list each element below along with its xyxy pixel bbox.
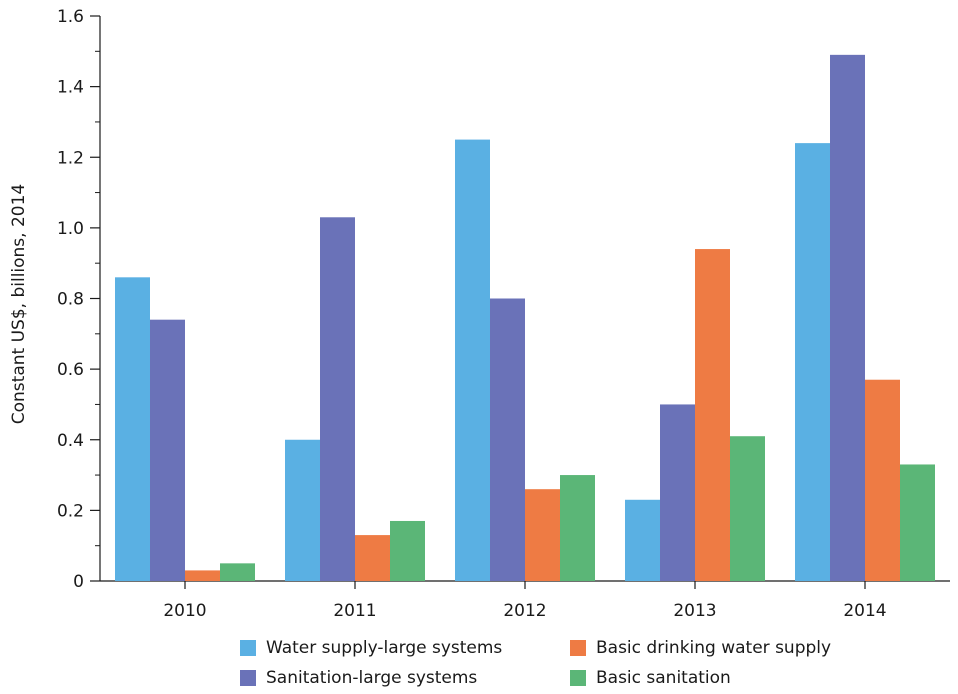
bar-water-supply-large-systems-2014 bbox=[795, 143, 830, 581]
y-axis: 0 0.2 0.4 0.6 0.8 1.0 1.2 1.4 1.6 bbox=[57, 7, 101, 592]
bar-basic-drinking-water-supply-2013 bbox=[695, 249, 730, 581]
y-tick-label: 0.8 bbox=[57, 290, 84, 310]
y-tick-label: 1.2 bbox=[57, 148, 84, 168]
legend-label: Basic drinking water supply bbox=[596, 638, 832, 658]
legend-item-basic-sanitation: Basic sanitation bbox=[570, 668, 860, 688]
bar-sanitation-large-systems-2010 bbox=[150, 319, 185, 581]
bar-basic-sanitation-2010 bbox=[220, 563, 255, 581]
x-axis: 2010 2011 2012 2013 2014 bbox=[100, 580, 950, 621]
y-tick-label: 0 bbox=[73, 572, 84, 592]
legend-item-water-supply-large: Water supply-large systems bbox=[240, 638, 570, 658]
legend-swatch bbox=[570, 670, 586, 686]
y-tick-label: 0.6 bbox=[57, 360, 84, 380]
bar-basic-drinking-water-supply-2014 bbox=[865, 379, 900, 581]
legend-item-sanitation-large: Sanitation-large systems bbox=[240, 668, 570, 688]
legend-label: Water supply-large systems bbox=[266, 638, 503, 658]
legend-swatch bbox=[240, 640, 256, 656]
bar-sanitation-large-systems-2013 bbox=[660, 404, 695, 581]
y-tick-label: 1.0 bbox=[57, 219, 84, 239]
legend-item-basic-drinking-water: Basic drinking water supply bbox=[570, 638, 860, 658]
bars bbox=[115, 54, 935, 581]
y-tick-label: 1.4 bbox=[57, 78, 84, 98]
bar-water-supply-large-systems-2012 bbox=[455, 139, 490, 581]
bar-basic-drinking-water-supply-2011 bbox=[355, 535, 390, 581]
x-tick-label: 2012 bbox=[503, 601, 546, 621]
bar-basic-sanitation-2014 bbox=[900, 464, 935, 581]
legend: Water supply-large systems Basic drinkin… bbox=[240, 638, 860, 688]
bar-water-supply-large-systems-2011 bbox=[285, 439, 320, 581]
x-tick-label: 2013 bbox=[673, 601, 716, 621]
y-tick-label: 0.2 bbox=[57, 501, 84, 521]
legend-swatch bbox=[570, 640, 586, 656]
legend-label: Basic sanitation bbox=[596, 668, 731, 688]
bar-sanitation-large-systems-2012 bbox=[490, 298, 525, 581]
bar-basic-sanitation-2011 bbox=[390, 520, 425, 581]
y-tick-label: 0.4 bbox=[57, 431, 84, 451]
bar-basic-sanitation-2013 bbox=[730, 436, 765, 581]
legend-label: Sanitation-large systems bbox=[266, 668, 478, 688]
y-axis-title: Constant US$, billions, 2014 bbox=[9, 184, 29, 424]
x-tick-label: 2011 bbox=[333, 601, 376, 621]
x-tick-label: 2010 bbox=[163, 601, 206, 621]
bar-water-supply-large-systems-2013 bbox=[625, 499, 660, 581]
bar-basic-drinking-water-supply-2012 bbox=[525, 489, 560, 581]
bar-sanitation-large-systems-2011 bbox=[320, 217, 355, 581]
bar-water-supply-large-systems-2010 bbox=[115, 277, 150, 581]
x-tick-label: 2014 bbox=[843, 601, 886, 621]
bar-basic-drinking-water-supply-2010 bbox=[185, 570, 220, 581]
bar-basic-sanitation-2012 bbox=[560, 475, 595, 581]
legend-swatch bbox=[240, 670, 256, 686]
y-tick-label: 1.6 bbox=[57, 7, 84, 27]
bar-sanitation-large-systems-2014 bbox=[830, 54, 865, 581]
